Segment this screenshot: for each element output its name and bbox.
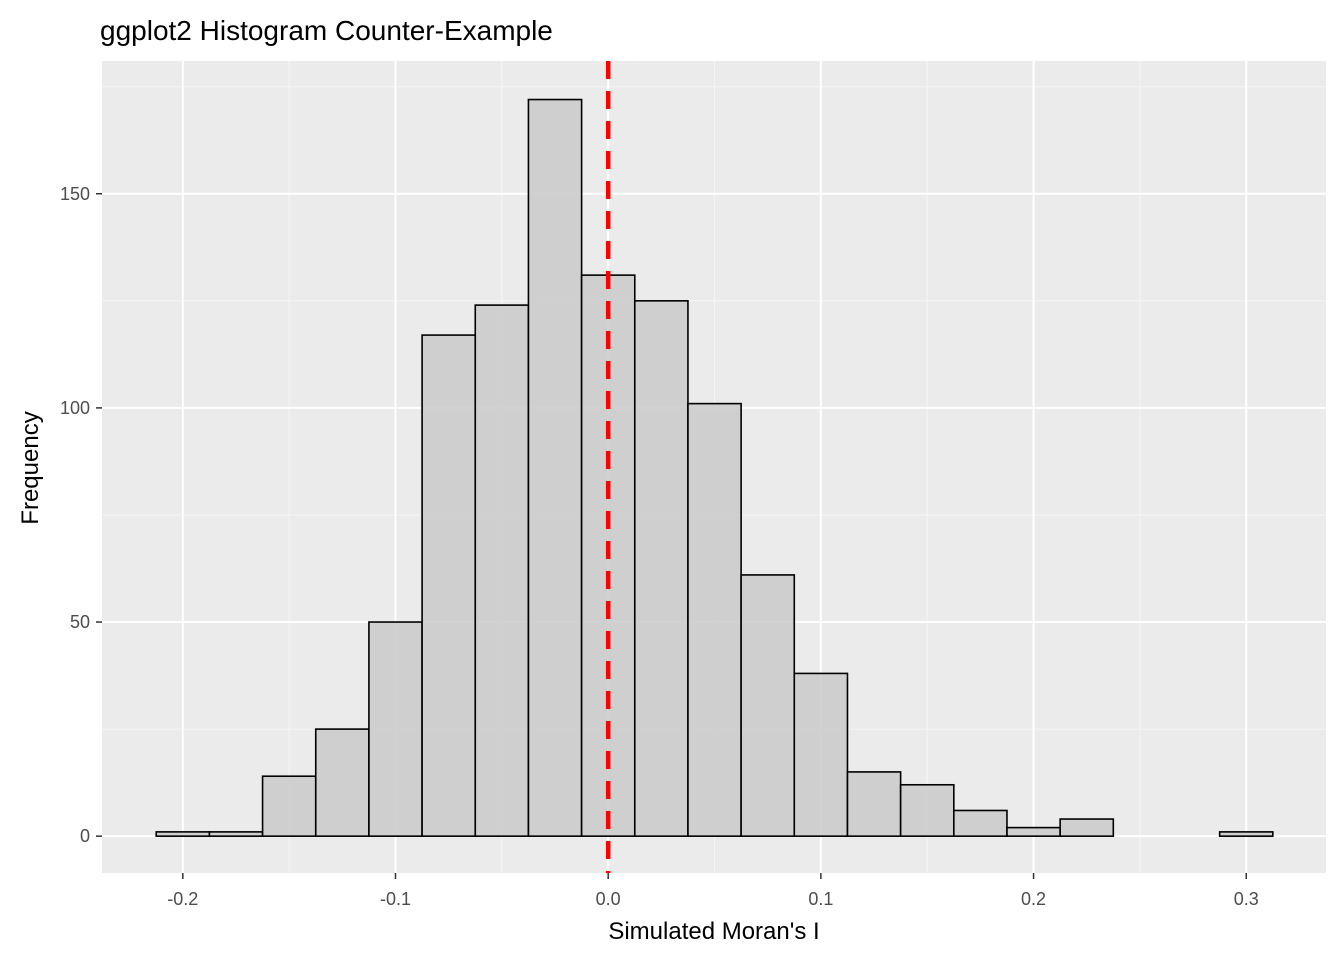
y-axis-title: Frequency [17,411,44,524]
histogram-bar [633,300,689,837]
x-tick-label: 0.0 [596,889,621,909]
y-axis: 0 50 100 150 [60,184,102,846]
histogram-bar [1006,826,1061,837]
chart-title: ggplot2 Histogram Counter-Example [100,15,553,46]
histogram-bars [155,98,1274,837]
histogram-bar [314,728,370,837]
y-tick-label: 50 [70,612,90,632]
histogram-bar [474,304,530,837]
histogram-bar [687,402,742,837]
x-axis: -0.2 -0.1 0.0 0.1 0.2 0.3 [167,873,1259,909]
histogram-bar [1059,818,1115,837]
histogram-bar [527,98,583,837]
y-tick-label: 100 [60,398,90,418]
histogram-bar [899,783,955,837]
x-tick-label: -0.1 [380,889,411,909]
x-tick-label: -0.2 [167,889,198,909]
histogram-bar [740,574,796,837]
histogram-bar [368,621,423,837]
x-tick-label: 0.3 [1234,889,1259,909]
histogram-bar [1218,831,1274,837]
histogram-bar [793,672,849,837]
histogram-bar [155,831,211,837]
histogram-bar [261,775,317,837]
x-tick-label: 0.2 [1021,889,1046,909]
histogram-bar [421,334,477,837]
histogram-bar [846,771,902,837]
y-tick-label: 0 [80,826,90,846]
y-tick-label: 150 [60,184,90,204]
x-axis-title: Simulated Moran's I [608,918,819,945]
x-tick-label: 0.1 [808,889,833,909]
histogram-bar [208,831,264,837]
histogram-bar [953,809,1008,837]
